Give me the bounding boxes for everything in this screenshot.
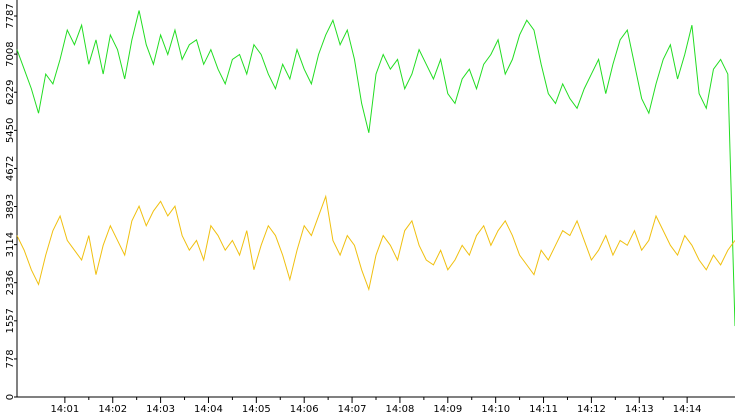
x-tick-label: 14:11 — [529, 404, 558, 415]
x-tick-label: 14:02 — [98, 404, 127, 415]
y-tick-label: 2336 — [5, 270, 16, 295]
x-tick-label: 14:12 — [577, 404, 606, 415]
series-line — [16, 194, 735, 292]
x-tick-label: 14:05 — [242, 404, 271, 415]
y-tick-label: 6229 — [5, 80, 16, 105]
x-tick-label: 14:03 — [146, 404, 175, 415]
y-tick-label: 4672 — [5, 156, 16, 181]
y-tick-label: 7008 — [5, 41, 16, 66]
y-tick-label: 3114 — [5, 232, 16, 257]
x-tick-label: 14:10 — [481, 404, 510, 415]
y-tick-label: 778 — [5, 349, 16, 368]
x-tick-label: 14:04 — [194, 404, 223, 415]
x-tick-label: 14:09 — [433, 404, 462, 415]
x-tick-label: 14:13 — [625, 404, 654, 415]
x-tick-label: 14:06 — [290, 404, 319, 415]
x-tick-label: 14:14 — [673, 404, 702, 415]
series-line — [16, 10, 735, 327]
y-tick-label: 7787 — [5, 3, 16, 28]
x-tick-label: 14:01 — [50, 404, 79, 415]
y-tick-label: 0 — [5, 394, 16, 400]
x-tick-label: 14:07 — [338, 404, 367, 415]
y-tick-label: 1557 — [5, 308, 16, 333]
y-tick-label: 3893 — [5, 194, 16, 219]
x-tick-label: 14:08 — [386, 404, 415, 415]
y-tick-label: 5450 — [5, 118, 16, 143]
